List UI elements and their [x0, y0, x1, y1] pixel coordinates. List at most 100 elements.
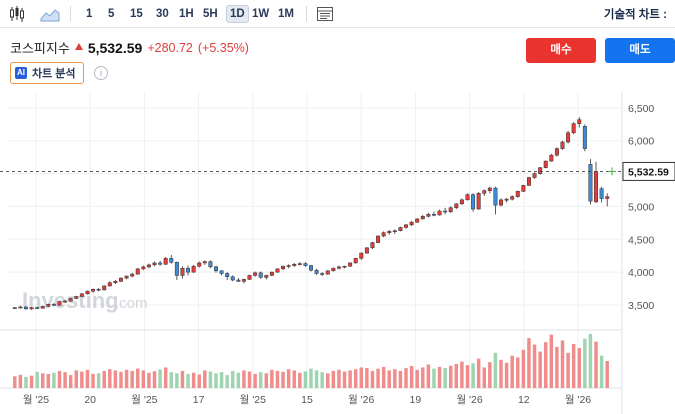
- volume-bar: [281, 371, 285, 388]
- info-icon[interactable]: i: [94, 66, 108, 80]
- candle-up: [465, 194, 470, 201]
- x-tick-label: 월 '26: [348, 394, 374, 406]
- volume-bar: [191, 372, 196, 388]
- candle-down: [582, 126, 587, 149]
- price-chart[interactable]: Investing .com 3,5004,0004,5005,0005,500…: [0, 92, 675, 414]
- timeframe-1h[interactable]: 1H: [179, 8, 194, 20]
- candle-up: [420, 216, 425, 220]
- volume-bar: [41, 373, 45, 388]
- investing-watermark: Investing .com: [22, 288, 148, 313]
- up-arrow-icon: [74, 43, 83, 50]
- candle-up: [560, 141, 565, 149]
- volume-bar: [538, 351, 542, 388]
- y-tick-label: 4,000: [628, 267, 654, 279]
- candle-down: [230, 276, 235, 281]
- candle-down: [493, 187, 498, 206]
- candle-up: [118, 277, 123, 282]
- candlestick-type-icon[interactable]: [8, 5, 26, 23]
- volume-bar: [96, 373, 101, 388]
- volume-bar: [359, 367, 364, 388]
- y-tick-label: 3,500: [628, 300, 654, 312]
- indicator-panel-icon[interactable]: [316, 5, 334, 23]
- candle-up: [68, 298, 73, 302]
- x-tick-label: 월 '26: [565, 394, 591, 406]
- volume-bar: [599, 355, 604, 388]
- timeframe-30[interactable]: 30: [156, 8, 169, 20]
- x-tick-label: 15: [301, 394, 313, 406]
- volume-bar: [566, 352, 570, 388]
- volume-bars: [13, 334, 609, 388]
- volume-bar: [398, 370, 403, 388]
- volume-bar: [326, 373, 330, 388]
- timeframe-1[interactable]: 1: [86, 8, 93, 20]
- volume-bar: [219, 372, 224, 388]
- volume-bar: [108, 369, 112, 388]
- volume-bar: [68, 375, 73, 388]
- x-tick-label: 월 '25: [23, 394, 49, 406]
- volume-bar: [476, 358, 481, 388]
- candle-down: [309, 265, 313, 271]
- candle-up: [409, 221, 414, 226]
- timeframe-1m[interactable]: 1M: [278, 8, 294, 20]
- volume-bar: [13, 376, 17, 388]
- timeframe-1d[interactable]: 1D: [226, 5, 249, 23]
- candle-up: [124, 275, 129, 279]
- timeframe-5[interactable]: 5: [108, 8, 115, 20]
- candle-up: [286, 265, 291, 267]
- area-chart-type-icon[interactable]: [40, 5, 60, 23]
- candle-up: [74, 296, 79, 299]
- candle-up: [102, 285, 107, 291]
- volume-bar: [141, 370, 146, 388]
- volume-bar: [214, 373, 218, 388]
- candle-up: [605, 196, 610, 199]
- timeframe-15[interactable]: 15: [130, 8, 143, 20]
- candle-up: [392, 230, 397, 232]
- y-tick-label: 6,000: [628, 136, 654, 148]
- timeframe-5h[interactable]: 5H: [203, 8, 218, 20]
- volume-bar: [169, 372, 174, 388]
- volume-bar: [577, 348, 581, 388]
- x-axis: 월 '25 20 월 '25 17 월 '25 15 월 '26 19 월 '26 12 월 '26: [23, 394, 591, 406]
- candle-up: [57, 301, 62, 306]
- buy-button[interactable]: 매수: [526, 38, 596, 63]
- candle-up: [454, 203, 459, 208]
- candle-up: [487, 187, 492, 191]
- candle-down: [258, 272, 263, 278]
- technical-chart-link[interactable]: 기술적 차트 :: [603, 9, 667, 21]
- candle-up: [364, 247, 369, 254]
- volume-bar: [594, 341, 598, 388]
- watermark-suffix: .com: [115, 295, 148, 312]
- volume-bar: [471, 363, 475, 388]
- volume-bar: [426, 364, 431, 388]
- volume-bar: [175, 373, 179, 388]
- candle-up: [482, 190, 487, 194]
- candle-up: [415, 218, 420, 223]
- x-tick-label: 월 '25: [131, 394, 157, 406]
- volume-bar: [521, 349, 526, 388]
- volume-bar: [180, 370, 185, 388]
- candle-up: [29, 307, 34, 310]
- volume-bar: [320, 372, 324, 388]
- timeframe-1w[interactable]: 1W: [252, 8, 270, 20]
- candle-up: [18, 306, 23, 309]
- volume-bar: [35, 371, 39, 388]
- volume-bar: [448, 365, 453, 388]
- candle-up: [247, 275, 252, 280]
- current-price-marker: 5,532.59: [0, 161, 675, 181]
- candle-up: [202, 261, 207, 264]
- sell-button[interactable]: 매도: [605, 38, 675, 63]
- current-price: 5,532.59: [87, 39, 143, 56]
- volume-bar: [163, 367, 168, 388]
- candle-down: [186, 267, 191, 273]
- volume-bar: [493, 352, 498, 388]
- candle-up: [91, 288, 96, 292]
- volume-bar: [499, 359, 503, 388]
- volume-bar: [370, 370, 375, 388]
- ai-chart-analysis-button[interactable]: AI 차트 분석: [10, 62, 84, 84]
- candle-down: [599, 188, 604, 199]
- candle-down: [96, 288, 101, 291]
- volume-bar: [29, 375, 34, 388]
- volume-bar: [365, 368, 369, 388]
- candle-up: [292, 264, 297, 266]
- candle-up: [348, 262, 353, 267]
